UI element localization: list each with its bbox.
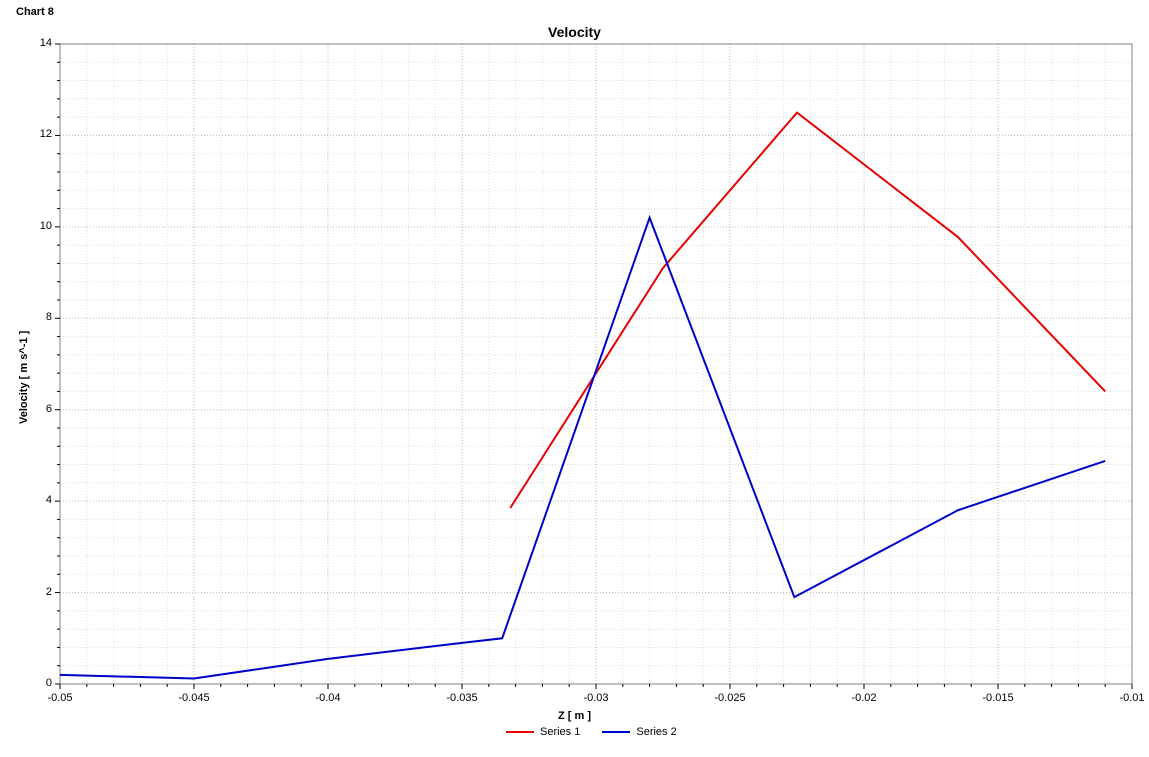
x-tick-label: -0.035 [442,692,482,704]
x-tick-label: -0.05 [40,692,80,704]
chart-canvas [0,0,1149,757]
x-tick-label: -0.02 [844,692,884,704]
y-tick-label: 10 [40,220,52,232]
legend-label: Series 1 [540,726,580,738]
legend-item: Series 2 [602,726,676,738]
y-tick-label: 6 [46,403,52,415]
x-tick-label: -0.045 [174,692,214,704]
y-tick-label: 12 [40,128,52,140]
y-tick-label: 8 [46,311,52,323]
legend-swatch [506,731,534,733]
x-tick-label: -0.025 [710,692,750,704]
y-tick-label: 14 [40,37,52,49]
legend-item: Series 1 [506,726,580,738]
x-tick-label: -0.04 [308,692,348,704]
x-tick-label: -0.01 [1112,692,1149,704]
legend-swatch [602,731,630,733]
chart-page: Chart 8 Velocity Velocity [ m s^-1 ] Z [… [0,0,1149,757]
legend: Series 1 Series 2 [506,726,677,738]
x-tick-label: -0.015 [978,692,1018,704]
legend-label: Series 2 [636,726,676,738]
y-tick-label: 4 [46,494,52,506]
y-tick-label: 0 [46,677,52,689]
y-tick-label: 2 [46,586,52,598]
x-tick-label: -0.03 [576,692,616,704]
